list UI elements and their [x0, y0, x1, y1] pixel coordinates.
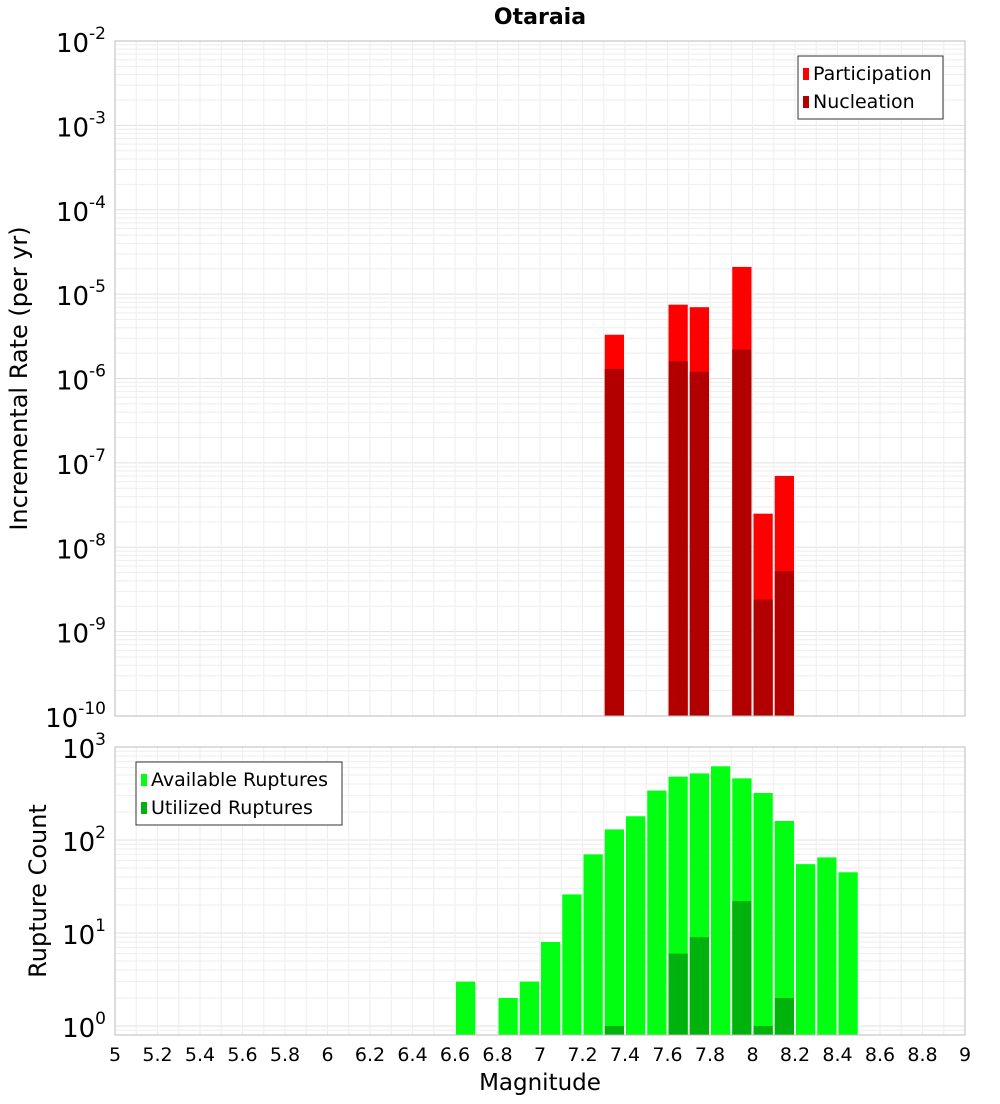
- y-tick-label: 10-4: [56, 193, 106, 228]
- series-nucleation: [604, 349, 794, 716]
- legend-swatch: [803, 96, 809, 108]
- bar: [774, 997, 794, 1035]
- y-axis-label: Rupture Count: [24, 804, 52, 978]
- bar: [668, 953, 688, 1035]
- x-tick-label: 6.2: [355, 1044, 385, 1066]
- bar: [626, 816, 646, 1035]
- y-tick-label: 101: [62, 916, 106, 951]
- y-tick-labels: 100 101 102 103: [62, 730, 106, 1044]
- bar: [753, 599, 773, 716]
- x-tick-label: 7: [534, 1044, 546, 1066]
- x-tick-label: 8.2: [780, 1044, 810, 1066]
- bar: [456, 981, 476, 1035]
- bar: [647, 790, 667, 1035]
- x-tick-labels: 5 5.2 5.4 5.6 5.8 6 6.2 6.4 6.6 6.8 7 7.2 7.4 7.6 7.8 8…: [109, 1044, 971, 1066]
- x-tick-label: 8.8: [907, 1044, 937, 1066]
- y-tick-label: 102: [62, 823, 106, 858]
- bar: [498, 997, 518, 1035]
- bar: [753, 793, 773, 1035]
- bar: [604, 1025, 624, 1035]
- plot-border: [114, 746, 966, 1036]
- y-tick-label: 10-7: [56, 446, 106, 481]
- x-axis-label: Magnitude: [479, 1070, 601, 1096]
- bar: [689, 937, 709, 1035]
- bar: [796, 864, 816, 1035]
- chart-panel-1: 10-10 10-9 10-8 10-7 10-6 10-5 10-4 10-3 10-2 Inc…: [5, 5, 966, 734]
- x-tick-label: 5.2: [142, 1044, 172, 1066]
- y-axis-label: Incremental Rate (per yr): [5, 226, 33, 530]
- bar: [817, 857, 837, 1035]
- x-tick-label: 5.6: [227, 1044, 257, 1066]
- x-tick-label: 7.8: [695, 1044, 725, 1066]
- bar: [732, 901, 752, 1035]
- legend-swatch: [141, 774, 147, 786]
- legend-box: [797, 55, 944, 120]
- bar: [774, 821, 794, 1035]
- legend: Available Ruptures Utilized Ruptures: [135, 761, 343, 826]
- x-tick-label: 6.4: [397, 1044, 427, 1066]
- x-tick-label: 5: [109, 1044, 121, 1066]
- bar: [838, 872, 858, 1035]
- bar: [753, 1025, 773, 1035]
- x-tick-label: 6: [321, 1044, 333, 1066]
- y-tick-label: 10-8: [56, 530, 106, 565]
- legend-box: [135, 761, 343, 826]
- legend-label: Participation: [813, 63, 932, 85]
- chart-title: Otaraia: [494, 5, 586, 30]
- y-tick-label: 10-9: [56, 615, 106, 650]
- legend-label: Nucleation: [813, 91, 915, 113]
- legend: Participation Nucleation: [797, 55, 944, 120]
- x-tick-label: 5.4: [185, 1044, 215, 1066]
- legend-label: Available Ruptures: [151, 769, 328, 791]
- bar: [732, 349, 752, 716]
- gridlines: [114, 40, 966, 717]
- x-tick-label: 6.6: [440, 1044, 470, 1066]
- x-tick-label: 6.8: [482, 1044, 512, 1066]
- y-tick-label: 103: [62, 730, 106, 765]
- bar: [519, 981, 539, 1035]
- x-tick-label: 9: [959, 1044, 971, 1066]
- x-tick-label: 5.8: [270, 1044, 300, 1066]
- bar: [774, 571, 794, 716]
- bar: [711, 766, 731, 1035]
- bar: [583, 854, 603, 1035]
- y-tick-label: 10-5: [56, 277, 106, 312]
- x-tick-label: 7.4: [610, 1044, 640, 1066]
- plot-border: [114, 40, 966, 717]
- x-tick-label: 7.6: [652, 1044, 682, 1066]
- y-tick-label: 10-2: [56, 24, 106, 59]
- bar: [668, 361, 688, 716]
- y-tick-label: 10-6: [56, 362, 106, 397]
- x-tick-label: 8: [746, 1044, 758, 1066]
- y-tick-label: 100: [62, 1009, 106, 1044]
- bar: [604, 368, 624, 716]
- bar: [604, 829, 624, 1035]
- y-tick-labels: 10-10 10-9 10-8 10-7 10-6 10-5 10-4 10-3 10-2: [45, 24, 106, 734]
- x-tick-label: 7.2: [567, 1044, 597, 1066]
- bar: [689, 371, 709, 716]
- legend-swatch: [803, 68, 809, 80]
- bar: [541, 942, 561, 1035]
- y-tick-label: 10-10: [45, 699, 106, 734]
- series-utilized-ruptures: [604, 901, 794, 1035]
- legend-swatch: [141, 802, 147, 814]
- bar: [562, 894, 582, 1035]
- x-tick-label: 8.6: [865, 1044, 895, 1066]
- x-tick-label: 8.4: [822, 1044, 852, 1066]
- y-tick-label: 10-3: [56, 108, 106, 143]
- legend-label: Utilized Ruptures: [151, 797, 313, 819]
